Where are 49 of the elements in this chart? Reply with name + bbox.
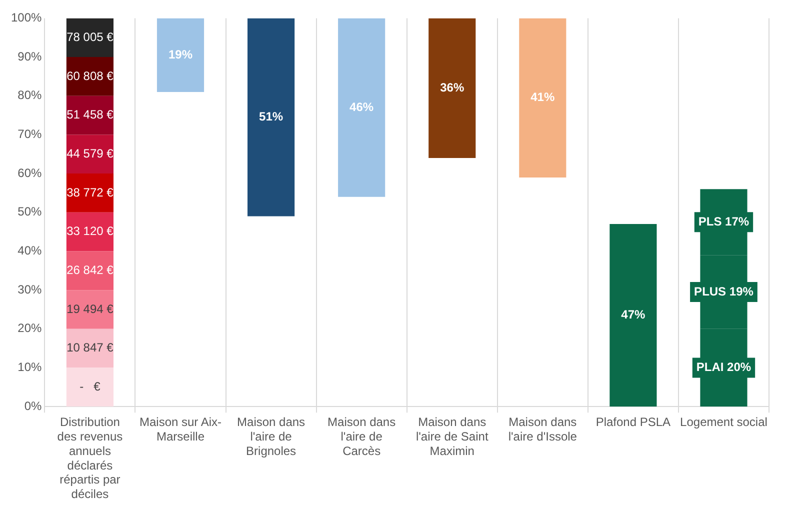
y-tick-label: 20% xyxy=(18,321,42,336)
y-tick-label: 70% xyxy=(18,127,42,142)
series-label: 44 579 € xyxy=(66,146,114,160)
y-tick-label: 100% xyxy=(10,10,42,25)
series-label: 10 847 € xyxy=(66,340,114,355)
y-tick-label: 50% xyxy=(18,204,42,219)
bar xyxy=(66,328,114,368)
x-tick-label: Distribution des revenus annuels déclarés répartis par déciles xyxy=(57,415,123,502)
bar xyxy=(66,212,114,252)
bar xyxy=(338,18,386,197)
data-label: 36% xyxy=(440,80,464,94)
x-tick-label: Maison dans l'aire de Saint Maximin xyxy=(416,415,489,458)
bar xyxy=(428,18,476,158)
data-label: PLS 17% xyxy=(698,214,750,228)
data-label: 47% xyxy=(621,308,646,322)
series-label: 51 458 € xyxy=(66,108,114,122)
bar xyxy=(66,368,114,407)
data-label: PLAI 20% xyxy=(696,360,752,374)
y-tick-label: 60% xyxy=(18,166,42,180)
series-label: 60 808 € xyxy=(66,68,114,83)
series-label: - € xyxy=(80,379,101,394)
series-label: 19 494 € xyxy=(66,302,114,316)
x-tick-label: Maison dans l'aire d'Issole xyxy=(508,415,578,444)
x-tick-label: Plafond PSLA xyxy=(596,415,671,430)
series-label: 78 005 € xyxy=(66,30,114,44)
series-label: 33 120 € xyxy=(66,224,114,238)
data-label: PLUS 19% xyxy=(694,284,754,298)
y-tick-label: 0% xyxy=(24,398,42,413)
bar xyxy=(66,134,114,174)
x-tick-label: Maison dans l'aire de Brignoles xyxy=(237,415,306,458)
bar xyxy=(519,18,566,178)
bar xyxy=(248,18,295,216)
bar xyxy=(66,174,114,212)
data-label: 41% xyxy=(530,90,555,104)
y-tick-label: 30% xyxy=(18,282,42,296)
bar xyxy=(66,251,114,290)
series-label: 26 842 € xyxy=(66,262,114,277)
x-tick-label: Maison sur Aix-Marseille xyxy=(139,415,222,444)
y-tick-label: 90% xyxy=(18,49,42,64)
x-tick-label: Logement social xyxy=(680,415,768,430)
y-tick-label: 80% xyxy=(18,88,42,102)
y-tick-label: 10% xyxy=(18,360,42,374)
y-tick-label: 40% xyxy=(18,244,42,258)
series-label: 38 772 € xyxy=(66,185,114,200)
bar xyxy=(66,290,114,329)
data-label: 19% xyxy=(168,47,193,62)
data-label: 51% xyxy=(259,110,284,124)
x-tick-label: Maison dans l'aire de Carcès xyxy=(328,415,396,458)
data-label: 46% xyxy=(350,100,374,114)
